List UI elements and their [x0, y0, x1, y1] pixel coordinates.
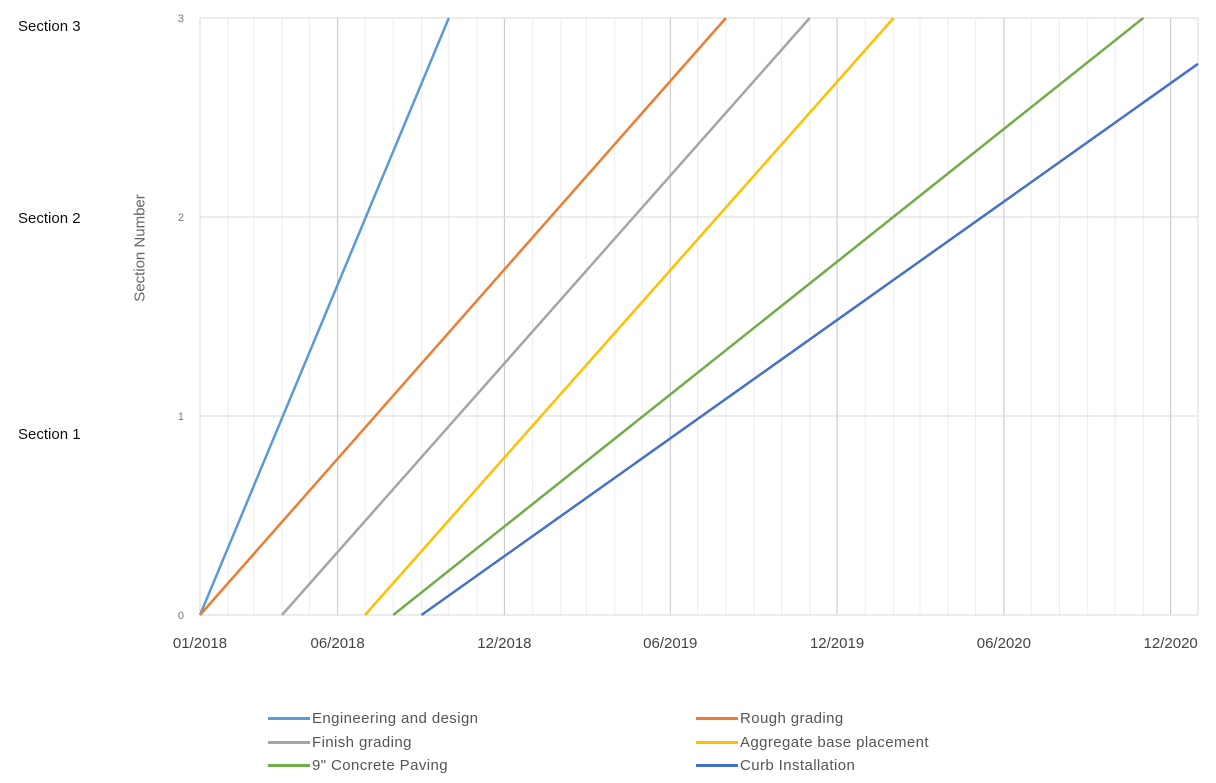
legend-swatch — [268, 717, 310, 720]
x-tick-label: 06/2019 — [643, 635, 697, 652]
legend-item-rough-grading: Rough grading — [696, 710, 844, 727]
legend-label: Engineering and design — [312, 710, 479, 727]
axes: 01/2018 06/2018 12/2018 06/2019 12/2019 06/20… — [173, 13, 1198, 652]
y-tick-label: 0 — [178, 610, 184, 622]
legend-item-curb-installation: Curb Installation — [696, 757, 855, 774]
y-tick-label: 1 — [178, 411, 184, 423]
legend-swatch — [696, 717, 738, 720]
y-axis-title: Section Number — [131, 194, 149, 302]
legend-label: Rough grading — [740, 710, 844, 727]
legend-swatch — [696, 741, 738, 744]
y-tick-label: 3 — [178, 13, 184, 25]
series-line-2 — [281, 17, 811, 616]
x-tick-label: 01/2018 — [173, 635, 227, 652]
legend-item-engineering: Engineering and design — [268, 710, 478, 727]
x-tick-label: 06/2020 — [977, 635, 1031, 652]
x-tick-label: 12/2020 — [1144, 635, 1198, 652]
legend: Engineering and design Rough grading Fin… — [268, 710, 1068, 780]
series-lines — [198, 17, 1199, 617]
series-line-0 — [198, 17, 450, 616]
category-label-section-3: Section 3 — [18, 18, 81, 35]
legend-label: 9" Concrete Paving — [312, 757, 448, 774]
series-line-4 — [392, 17, 1145, 616]
grid — [200, 17, 1199, 615]
legend-label: Finish grading — [312, 734, 412, 751]
series-line-1 — [199, 17, 727, 616]
legend-swatch — [696, 764, 738, 767]
category-label-section-2: Section 2 — [18, 210, 81, 227]
legend-swatch — [268, 741, 310, 744]
x-tick-label: 12/2018 — [477, 635, 531, 652]
legend-label: Curb Installation — [740, 757, 856, 774]
category-label-section-1: Section 1 — [18, 426, 81, 443]
legend-label: Aggregate base placement — [740, 734, 929, 751]
series-line-3 — [364, 17, 895, 616]
legend-item-finish-grading: Finish grading — [268, 734, 412, 751]
x-tick-label: 06/2018 — [311, 635, 365, 652]
series-line-5 — [420, 62, 1199, 617]
legend-item-aggregate-base: Aggregate base placement — [696, 734, 929, 751]
x-tick-label: 12/2019 — [810, 635, 864, 652]
legend-swatch — [268, 764, 310, 767]
legend-item-concrete-paving: 9" Concrete Paving — [268, 757, 448, 774]
y-tick-label: 2 — [178, 212, 184, 224]
